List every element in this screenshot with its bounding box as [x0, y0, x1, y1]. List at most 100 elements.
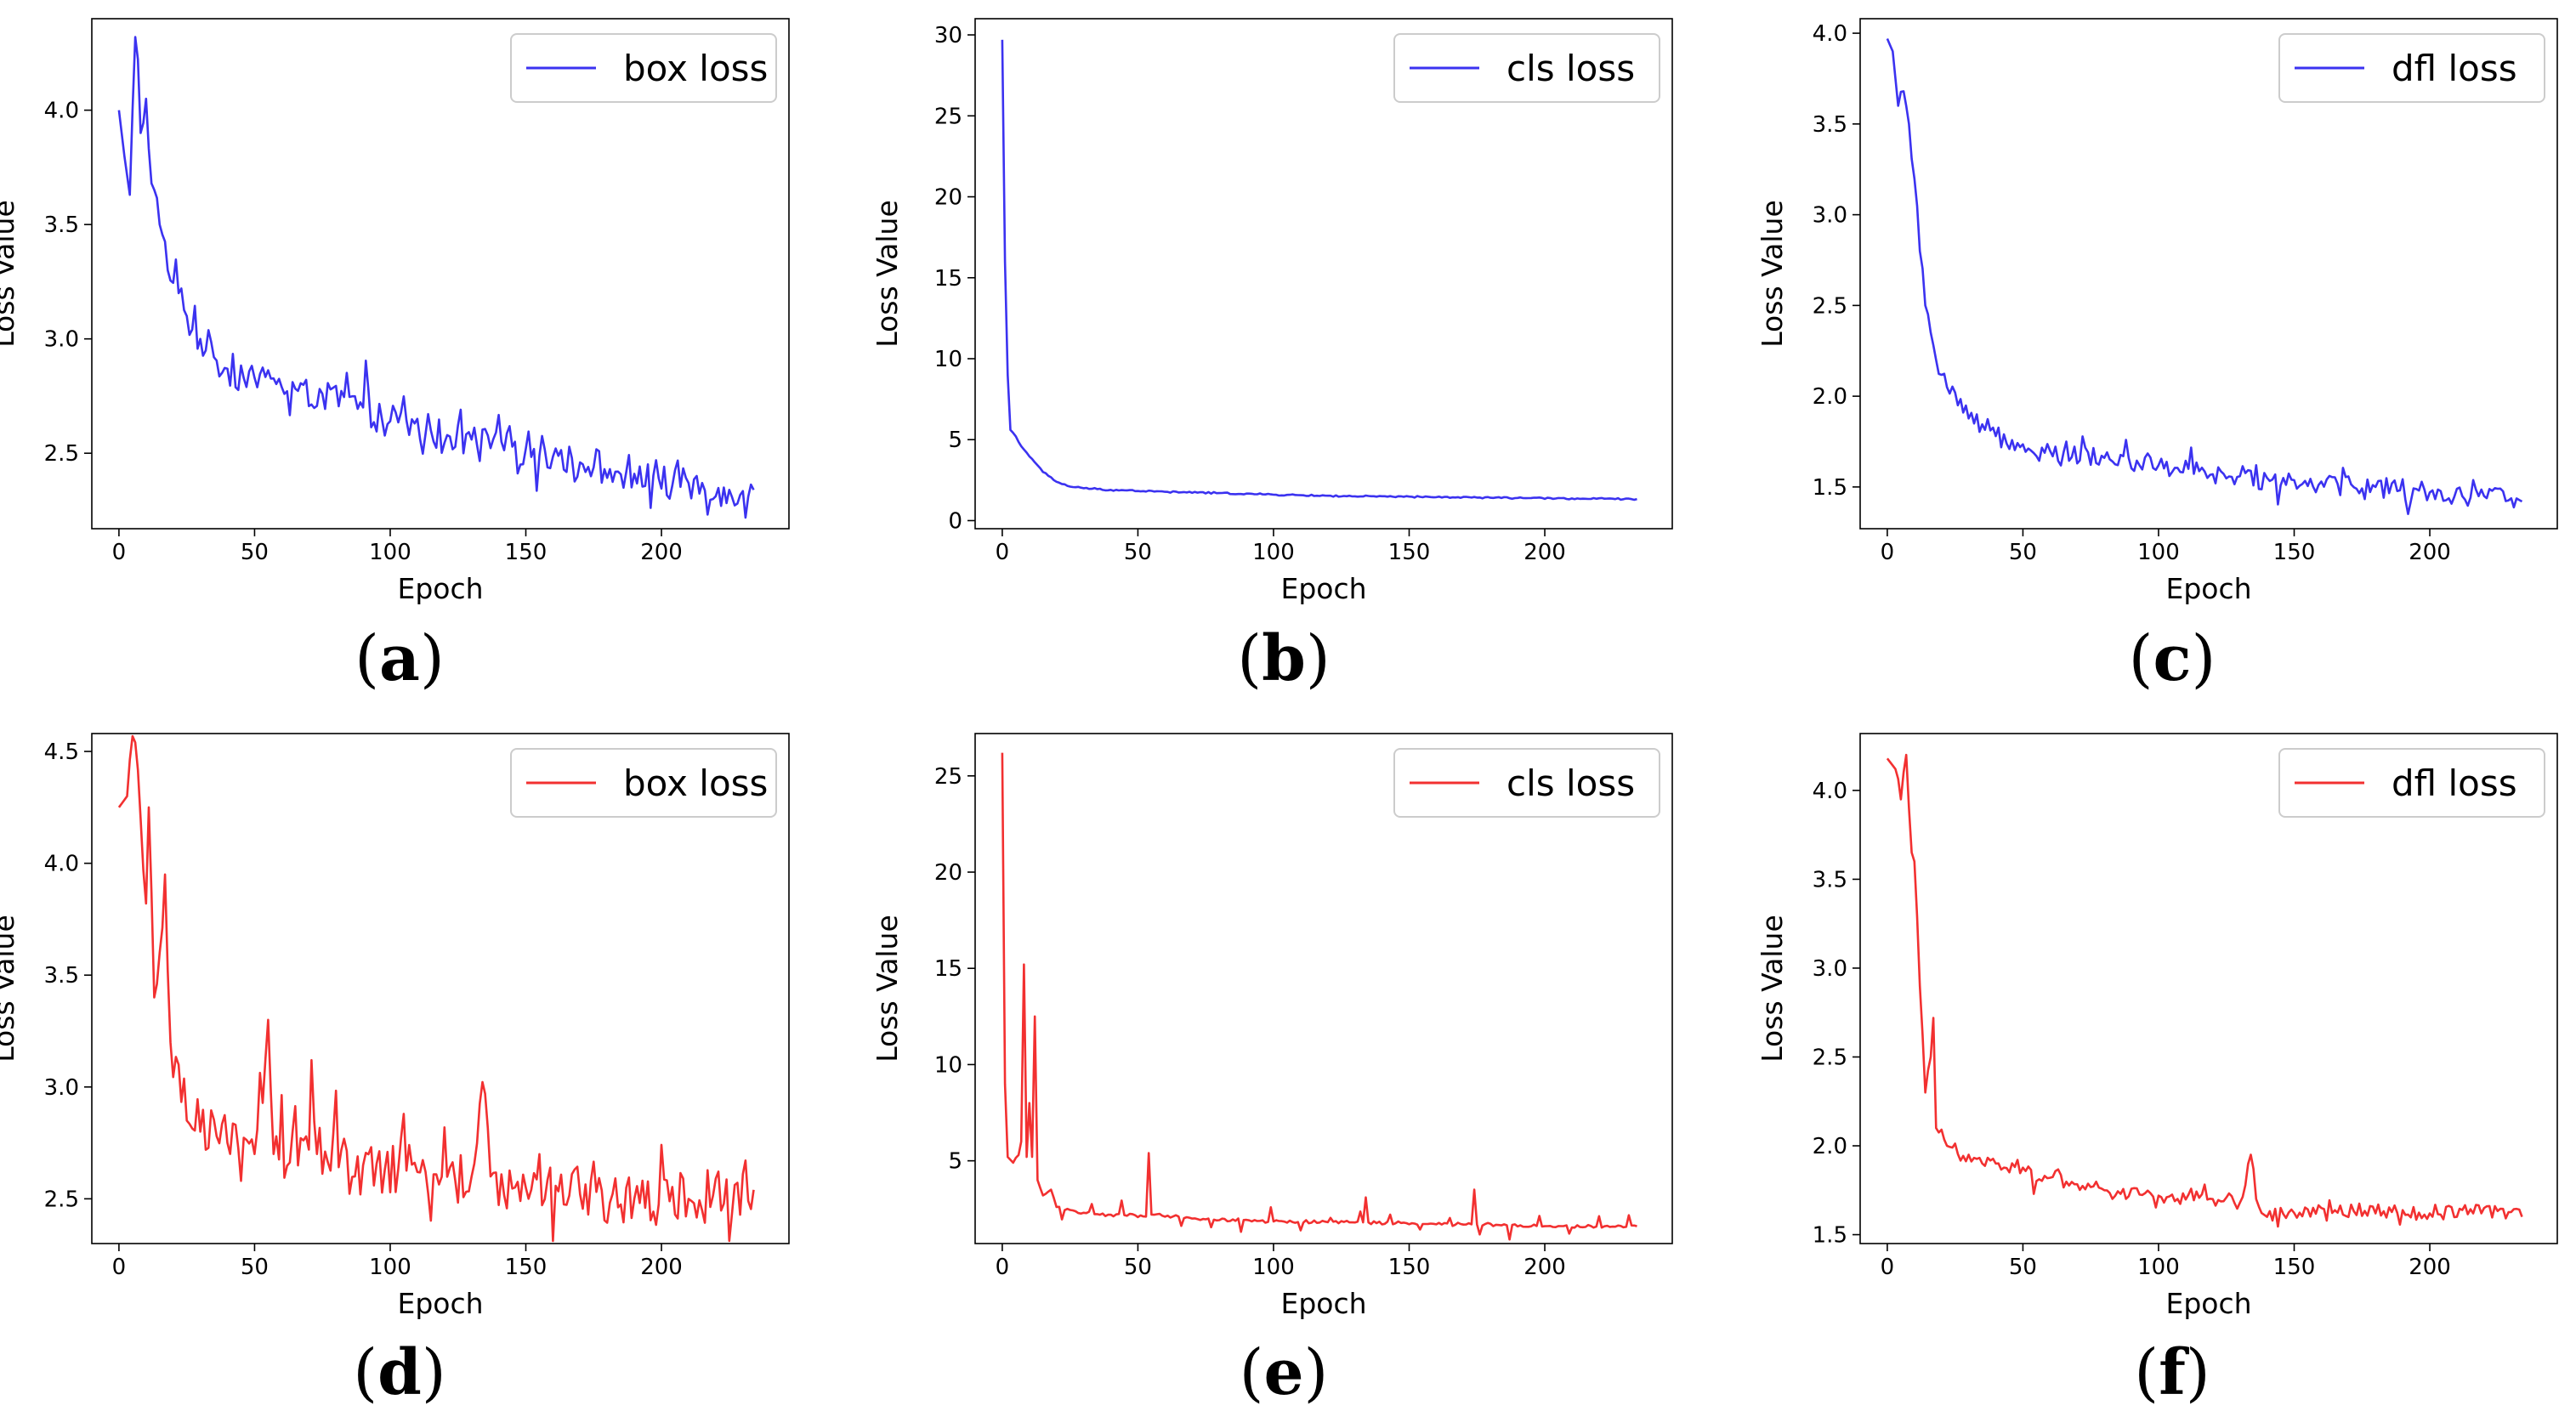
- y-tick-label: 2.0: [1813, 384, 1847, 410]
- legend-box: [510, 748, 777, 818]
- y-tick-label: 4.0: [1813, 21, 1847, 47]
- y-tick-label: 4.5: [44, 740, 79, 765]
- x-tick-label: 50: [2009, 540, 2037, 565]
- x-tick-label: 200: [2409, 540, 2451, 565]
- legend-label: cls loss: [1506, 762, 1635, 804]
- x-tick-label: 150: [1388, 540, 1431, 565]
- x-tick-label: 150: [1388, 1255, 1431, 1280]
- y-tick-label: 4.0: [1813, 779, 1847, 804]
- x-tick-label: 0: [996, 540, 1010, 565]
- plot-area-frame: [1859, 18, 2558, 530]
- x-tick-label: 0: [1881, 540, 1895, 565]
- y-axis-label: Loss Value: [0, 200, 20, 348]
- x-axis-label: Epoch: [1280, 572, 1366, 605]
- y-tick-label: 3.5: [1813, 867, 1847, 892]
- x-axis-label: Epoch: [1280, 1287, 1366, 1320]
- chart-panel-f: 0 50 100 150 200 1.5 2.0 2.5 3.0 3.5 4.0 Epoch Loss …: [1756, 733, 2558, 1409]
- y-tick-label: 3.5: [44, 963, 79, 989]
- x-tick-label: 100: [2137, 1255, 2180, 1280]
- x-tick-label: 100: [1252, 540, 1295, 565]
- x-tick-label: 200: [2409, 1255, 2451, 1280]
- legend-label: box loss: [623, 762, 768, 804]
- x-tick-label: 0: [112, 1255, 127, 1280]
- y-tick-label: 20: [934, 860, 962, 886]
- caption-open-paren: (: [1240, 1336, 1264, 1409]
- panel-caption: (d): [353, 1336, 446, 1409]
- y-tick-label: 3.5: [1813, 112, 1847, 138]
- y-tick-label: 2.5: [44, 1187, 79, 1212]
- caption-close-paren: ): [2186, 1336, 2210, 1409]
- y-axis-label: Loss Value: [1756, 915, 1789, 1062]
- panel-caption: (a): [355, 622, 445, 695]
- legend-box: [1393, 748, 1660, 818]
- x-tick-label: 100: [369, 1255, 411, 1280]
- y-tick-label: 5: [948, 1149, 962, 1175]
- chart-panel-a: 0 50 100 150 200 2.5 3.0 3.5 4.0 Epoch Loss Value b…: [0, 18, 790, 695]
- caption-close-paren: ): [1304, 1336, 1329, 1409]
- x-tick-label: 50: [2009, 1255, 2037, 1280]
- caption-close-paren: ): [422, 1336, 446, 1409]
- x-tick-label: 0: [112, 540, 127, 565]
- caption-open-paren: (: [2129, 622, 2153, 695]
- legend-box: [2278, 33, 2545, 103]
- caption-open-paren: (: [1237, 622, 1262, 695]
- y-tick-label: 25: [934, 104, 962, 129]
- y-axis-label: Loss Value: [871, 915, 904, 1062]
- y-tick-label: 4.0: [44, 852, 79, 877]
- y-tick-label: 2.5: [44, 441, 79, 467]
- y-tick-label: 25: [934, 764, 962, 790]
- x-tick-label: 150: [505, 540, 548, 565]
- legend-label: dfl loss: [2392, 48, 2517, 89]
- x-axis-label: Epoch: [397, 572, 483, 605]
- chart-panel-d: 0 50 100 150 200 2.5 3.0 3.5 4.0 4.5 Epoch Loss Val…: [0, 733, 790, 1409]
- x-tick-label: 50: [241, 540, 269, 565]
- legend: cls loss: [1393, 33, 1660, 103]
- y-axis-label: Loss Value: [0, 915, 20, 1062]
- caption-letter: b: [1262, 622, 1306, 695]
- x-tick-label: 150: [505, 1255, 548, 1280]
- y-tick-label: 15: [934, 956, 962, 982]
- y-tick-label: 4.0: [44, 99, 79, 124]
- plot-area-frame: [1859, 733, 2558, 1244]
- caption-letter: c: [2153, 622, 2191, 695]
- x-axis-label: Epoch: [2165, 1287, 2251, 1320]
- y-tick-label: 2.5: [1813, 1045, 1847, 1070]
- legend-box: [1393, 33, 1660, 103]
- y-tick-label: 3.0: [44, 1075, 79, 1101]
- y-tick-label: 1.5: [1813, 475, 1847, 501]
- y-tick-label: 1.5: [1813, 1223, 1847, 1249]
- x-tick-label: 100: [369, 540, 411, 565]
- loss-series-line: [1886, 753, 2523, 1228]
- legend: dfl loss: [2278, 748, 2545, 818]
- legend-label: dfl loss: [2392, 762, 2517, 804]
- loss-series-line: [1886, 37, 2523, 515]
- x-tick-label: 200: [640, 1255, 683, 1280]
- y-tick-label: 2.5: [1813, 293, 1847, 319]
- panel-caption: (e): [1240, 1336, 1329, 1409]
- y-tick-label: 3.0: [44, 327, 79, 353]
- y-tick-label: 3.5: [44, 212, 79, 238]
- caption-close-paren: ): [2192, 622, 2216, 695]
- legend: box loss: [510, 33, 777, 103]
- plot-area-frame: [91, 733, 790, 1244]
- plot-area-frame: [974, 733, 1673, 1244]
- y-tick-label: 2.0: [1813, 1134, 1847, 1159]
- x-tick-label: 200: [640, 540, 683, 565]
- panel-caption: (b): [1237, 622, 1331, 695]
- plot-area-frame: [91, 18, 790, 530]
- loss-series-line: [117, 36, 755, 519]
- x-tick-label: 100: [1252, 1255, 1295, 1280]
- plot-area-frame: [974, 18, 1673, 530]
- y-tick-label: 10: [934, 347, 962, 372]
- x-tick-label: 50: [241, 1255, 269, 1280]
- caption-close-paren: ): [420, 622, 445, 695]
- x-tick-label: 200: [1523, 1255, 1566, 1280]
- x-tick-label: 150: [2273, 540, 2316, 565]
- caption-letter: f: [2159, 1336, 2189, 1409]
- x-tick-label: 50: [1124, 540, 1152, 565]
- panel-caption: (f): [2134, 1336, 2210, 1409]
- legend: dfl loss: [2278, 33, 2545, 103]
- caption-letter: a: [379, 622, 420, 695]
- caption-open-paren: (: [2134, 1336, 2159, 1409]
